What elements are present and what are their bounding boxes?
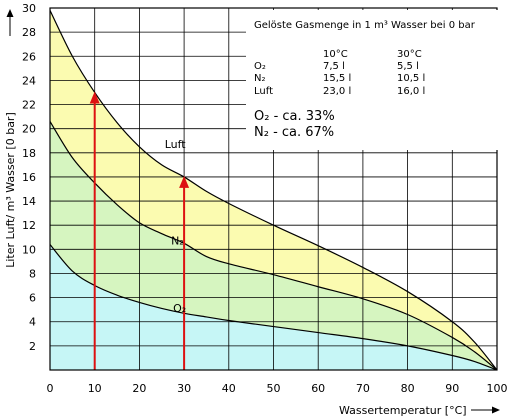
x-tick-label-7: 70 xyxy=(356,382,370,395)
info-row-o2-gas: O₂ xyxy=(254,61,266,72)
y-tick-label-11: 24 xyxy=(22,74,36,87)
series-line-0 xyxy=(49,10,498,371)
x-tick-label-6: 60 xyxy=(311,382,325,395)
curve-label-2: O₂ xyxy=(173,302,186,315)
info-row-o2-30c: 5,5 l xyxy=(397,61,419,72)
curve-label-0: Luft xyxy=(165,138,187,151)
info-row-luft-10c: 23,0 l xyxy=(323,86,351,97)
x-tick-label-8: 80 xyxy=(401,382,415,395)
y-tick-label-4: 10 xyxy=(22,243,36,256)
y-tick-label-10: 22 xyxy=(22,99,36,112)
y-tick-label-6: 14 xyxy=(22,195,36,208)
info-header-10c: 10°C xyxy=(323,49,348,60)
x-tick-labels: 0 10 20 30 40 50 60 70 80 90 100 xyxy=(47,382,508,395)
info-row-luft-30c: 16,0 l xyxy=(397,86,425,97)
info-row-luft-gas: Luft xyxy=(254,86,273,97)
x-tick-label-0: 0 xyxy=(47,382,54,395)
plot-frame xyxy=(49,7,498,371)
x-tick-label-4: 40 xyxy=(222,382,236,395)
info-row-n2-gas: N₂ xyxy=(254,73,266,84)
y-tick-label-13: 28 xyxy=(22,26,36,39)
x-tick-label-2: 20 xyxy=(132,382,146,395)
y-tick-label-0: 2 xyxy=(29,340,36,353)
curve-label-1: N₂ xyxy=(171,235,184,248)
red-arrows xyxy=(89,91,190,370)
y-tick-label-3: 8 xyxy=(29,267,36,280)
axes xyxy=(49,7,498,371)
info-row-o2-10c: 7,5 l xyxy=(323,61,345,72)
x-tick-label-10: 100 xyxy=(487,382,508,395)
curve-lines xyxy=(49,10,498,371)
series-line-2 xyxy=(49,244,498,371)
y-axis-title-arrow-head xyxy=(6,9,14,17)
y-tick-label-12: 26 xyxy=(22,50,36,63)
info-row-n2-30c: 10,5 l xyxy=(397,73,425,84)
x-tick-label-1: 10 xyxy=(88,382,102,395)
arrow-head-0 xyxy=(89,91,100,104)
x-tick-label-9: 90 xyxy=(445,382,459,395)
info-row-n2-10c: 15,5 l xyxy=(323,73,351,84)
share-n2: N₂ - ca. 67% xyxy=(254,125,334,140)
y-tick-label-7: 16 xyxy=(22,171,36,184)
info-box-background xyxy=(246,10,499,150)
area-fill-16-2 xyxy=(50,244,497,370)
x-axis-title-arrow-head xyxy=(492,406,500,414)
y-tick-label-1: 4 xyxy=(29,316,36,329)
x-tick-label-3: 30 xyxy=(177,382,191,395)
x-axis-title: Wassertemperatur [°C] xyxy=(339,404,467,417)
x-tick-label-5: 50 xyxy=(267,382,281,395)
arrow-head-1 xyxy=(179,175,190,188)
series-line-1 xyxy=(49,121,498,371)
share-o2: O₂ - ca. 33% xyxy=(254,109,335,124)
y-tick-label-5: 12 xyxy=(22,219,36,232)
y-tick-label-9: 20 xyxy=(22,123,36,136)
y-tick-label-8: 18 xyxy=(22,147,36,160)
y-axis-title: Liter Luft/ m³ Wasser [0 bar] xyxy=(4,112,17,268)
y-tick-label-14: 30 xyxy=(22,2,36,15)
curve-labels: Luft N₂ O₂ xyxy=(165,138,187,315)
info-box-title: Gelöste Gasmenge in 1 m³ Wasser bei 0 ba… xyxy=(254,20,476,31)
y-tick-label-2: 6 xyxy=(29,292,36,305)
info-header-30c: 30°C xyxy=(397,49,422,60)
